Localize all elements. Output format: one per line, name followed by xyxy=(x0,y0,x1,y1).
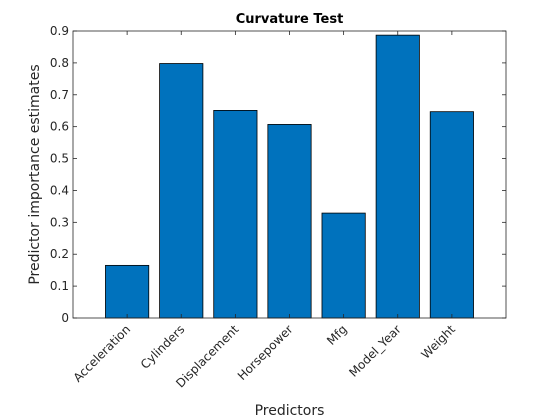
y-tick-label: 0.8 xyxy=(50,56,69,70)
bar-displacement xyxy=(213,110,258,319)
bar-horsepower xyxy=(267,124,312,319)
bar-acceleration xyxy=(105,264,150,319)
y-tick-label: 0.4 xyxy=(50,183,69,197)
y-tick-label: 0.3 xyxy=(50,215,69,229)
bars xyxy=(105,34,474,319)
y-tick-label: 0.7 xyxy=(50,88,69,102)
y-tick-label: 0.1 xyxy=(50,279,69,293)
y-axis-ticks: 0 0.1 0.2 0.3 0.4 0.5 0.6 0.7 0.8 0.9 xyxy=(50,24,506,325)
y-tick-label: 0 xyxy=(61,311,69,325)
x-axis-label: Predictors xyxy=(255,403,325,419)
bar-weight xyxy=(429,111,474,319)
bar-mfg xyxy=(321,212,366,319)
y-tick-label: 0.2 xyxy=(50,247,69,261)
bar-cylinders xyxy=(159,63,204,319)
y-tick-label: 0.6 xyxy=(50,120,69,134)
y-tick-label: 0.9 xyxy=(50,24,69,38)
bar-model-year xyxy=(375,34,420,319)
chart-title: Curvature Test xyxy=(236,12,344,27)
y-axis-label: Predictor importance estimates xyxy=(27,64,43,284)
y-tick-label: 0.5 xyxy=(50,152,69,166)
